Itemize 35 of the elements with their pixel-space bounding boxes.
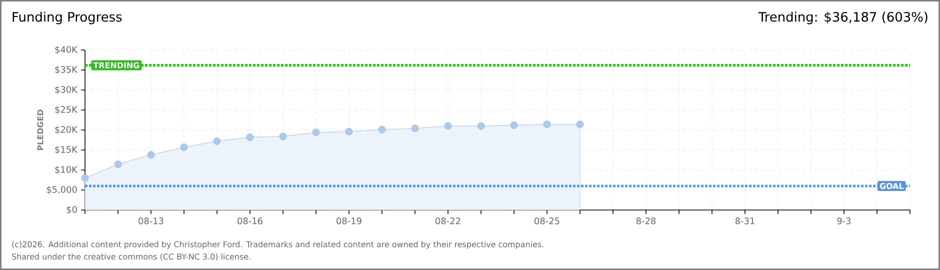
point — [279, 132, 287, 140]
point — [114, 160, 122, 168]
point — [147, 151, 155, 158]
y-tick-label: $35K — [55, 66, 78, 74]
point — [576, 120, 584, 128]
point — [510, 122, 518, 129]
y-tick-label: $25K — [55, 106, 78, 114]
y-tick-label: $0 — [66, 206, 77, 214]
x-tick-label: 08-25 — [534, 218, 560, 224]
point — [81, 174, 89, 182]
point — [477, 122, 485, 130]
point — [378, 126, 386, 134]
point — [180, 144, 188, 151]
text: Trending: $36,187 (603%) — [758, 12, 928, 24]
y-tick-label: $15K — [55, 146, 78, 154]
y-tick-label: $20K — [55, 126, 78, 134]
x-tick-label: 08-13 — [138, 218, 164, 224]
x-tick-label: 8-28 — [636, 218, 656, 224]
x-tick-label: 9-3 — [837, 218, 851, 224]
point — [411, 124, 419, 132]
y-tick-label: $30K — [55, 86, 78, 94]
chart-title: Funding Progress — [12, 12, 122, 24]
x-tick-label: 08-22 — [436, 218, 460, 224]
point — [345, 128, 353, 136]
x-tick-label: 8-31 — [735, 218, 754, 224]
point — [246, 134, 254, 141]
point — [444, 122, 452, 130]
point — [312, 128, 320, 136]
y-tick-label: $5,000 — [46, 186, 77, 194]
x-tick-label: 08-19 — [336, 218, 362, 224]
y-tick-label: $40K — [55, 46, 78, 54]
x-tick-label: 08-16 — [238, 218, 262, 224]
point — [543, 120, 551, 128]
point — [213, 138, 221, 145]
y-tick-label: $10K — [55, 166, 78, 174]
